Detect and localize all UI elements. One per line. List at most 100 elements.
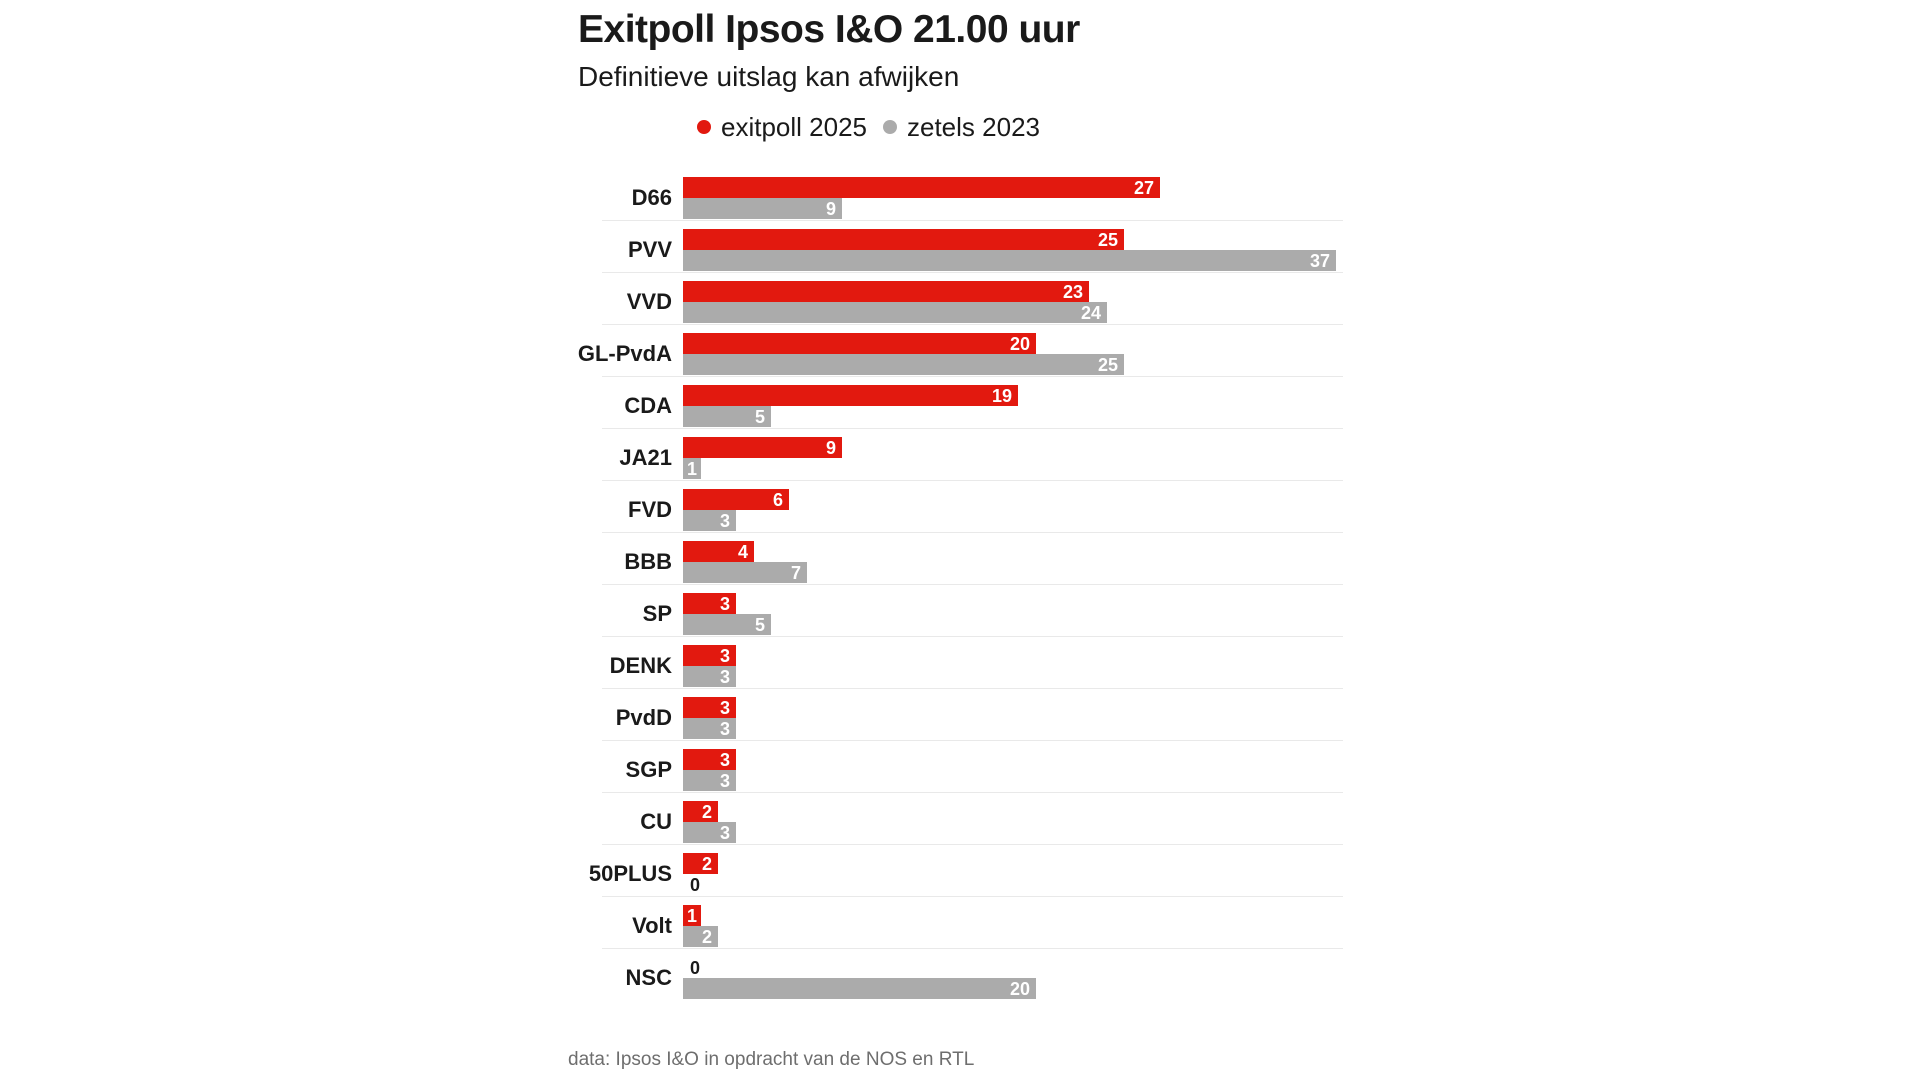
bar-value-label: 5 — [754, 614, 765, 635]
legend-label-exitpoll-2025: exitpoll 2025 — [721, 111, 867, 142]
bar-value-label: 2 — [701, 926, 712, 947]
row-label: DENK — [609, 653, 672, 678]
legend-dot-red-icon — [697, 120, 711, 134]
legend-item-zetels-2023: zetels 2023 — [883, 112, 1040, 143]
row-label: CDA — [624, 393, 672, 418]
bar-value-label: 20 — [1009, 333, 1030, 354]
chart-subtitle: Definitieve uitslag kan afwijken — [578, 61, 960, 92]
bar-value-label: 5 — [754, 406, 765, 427]
bar-exitpoll-2025: 4 — [683, 541, 754, 562]
bar-value-label: 25 — [1097, 229, 1118, 250]
row-label: JA21 — [619, 445, 672, 470]
bar-zetels-2023: 3 — [683, 510, 736, 531]
bar-value-label: 9 — [825, 198, 836, 219]
row-label: PVV — [627, 237, 672, 262]
source-note: data: Ipsos I&O in opdracht van de NOS e… — [568, 1049, 975, 1070]
bar-exitpoll-2025: 9 — [683, 437, 842, 458]
chart-row: D66 27 9 — [602, 172, 1343, 224]
chart-row: 50PLUS 2 0 — [588, 848, 1343, 900]
zero-value-label: 0 — [690, 957, 701, 978]
bar-value-label: 19 — [991, 385, 1012, 406]
bar-zetels-2023: 1 — [683, 458, 701, 479]
chart-row: FVD 6 3 — [602, 484, 1343, 536]
bar-value-label: 2 — [701, 853, 712, 874]
bar-exitpoll-2025: 3 — [683, 593, 736, 614]
bar-exitpoll-2025: 23 — [683, 281, 1089, 302]
chart-row: VVD 23 24 — [602, 276, 1343, 328]
bar-value-label: 6 — [772, 489, 783, 510]
bar-value-label: 24 — [1080, 302, 1101, 323]
bar-exitpoll-2025: 3 — [683, 697, 736, 718]
chart-row: Volt 1 2 — [602, 900, 1343, 952]
bar-value-label: 3 — [719, 749, 730, 770]
bar-value-label: 4 — [737, 541, 748, 562]
row-label: CU — [640, 809, 672, 834]
bar-zetels-2023: 2 — [683, 926, 718, 947]
bar-value-label: 3 — [719, 510, 730, 531]
bar-zetels-2023: 24 — [683, 302, 1107, 323]
bar-exitpoll-2025: 6 — [683, 489, 789, 510]
bar-exitpoll-2025: 27 — [683, 177, 1160, 198]
bar-exitpoll-2025: 20 — [683, 333, 1036, 354]
bar-zetels-2023: 3 — [683, 666, 736, 687]
chart-row: PVV 25 37 — [602, 224, 1343, 276]
row-label: FVD — [628, 497, 672, 522]
legend: exitpoll 2025 zetels 2023 — [697, 112, 1040, 142]
bar-exitpoll-2025: 2 — [683, 801, 718, 822]
bar-zetels-2023: 3 — [683, 718, 736, 739]
bar-zetels-2023: 7 — [683, 562, 807, 583]
chart-row: NSC 0 20 — [602, 952, 1343, 1004]
row-label: SP — [642, 601, 672, 626]
legend-dot-gray-icon — [883, 120, 897, 134]
chart-title: Exitpoll Ipsos I&O 21.00 uur — [578, 8, 1080, 51]
bar-value-label: 37 — [1309, 250, 1330, 271]
bar-value-label: 27 — [1133, 177, 1154, 198]
bar-zetels-2023: 3 — [683, 822, 736, 843]
row-label: VVD — [626, 289, 672, 314]
bar-zetels-2023: 9 — [683, 198, 842, 219]
chart-row: BBB 4 7 — [602, 536, 1343, 588]
legend-label-zetels-2023: zetels 2023 — [907, 111, 1040, 142]
bar-chart: D66 27 9 PVV 25 37 VVD 23 24 GL-PvdA 20 25 CDA 19 5 JA2… — [577, 172, 1343, 1004]
bar-value-label: 20 — [1009, 978, 1030, 999]
bar-exitpoll-2025: 25 — [683, 229, 1124, 250]
bar-value-label: 2 — [701, 801, 712, 822]
bar-zetels-2023: 20 — [683, 978, 1036, 999]
row-label: PvdD — [615, 705, 672, 730]
bar-value-label: 3 — [719, 645, 730, 666]
bar-value-label: 1 — [686, 905, 697, 926]
bar-zetels-2023: 5 — [683, 614, 771, 635]
bar-exitpoll-2025: 2 — [683, 853, 718, 874]
row-label: GL-PvdA — [577, 341, 672, 366]
bar-zetels-2023: 5 — [683, 406, 771, 427]
bar-exitpoll-2025: 3 — [683, 645, 736, 666]
row-label: D66 — [631, 185, 672, 210]
chart-row: CU 2 3 — [602, 796, 1343, 848]
row-label: NSC — [625, 965, 672, 990]
bar-value-label: 1 — [686, 458, 697, 479]
bar-value-label: 25 — [1097, 354, 1118, 375]
bar-value-label: 9 — [825, 437, 836, 458]
row-label: Volt — [632, 913, 672, 938]
bar-exitpoll-2025: 3 — [683, 749, 736, 770]
chart-row: GL-PvdA 20 25 — [577, 328, 1343, 380]
chart-row: SGP 3 3 — [602, 744, 1343, 796]
bar-value-label: 3 — [719, 666, 730, 687]
row-label: 50PLUS — [588, 861, 672, 886]
bar-value-label: 23 — [1062, 281, 1083, 302]
chart-row: PvdD 3 3 — [602, 692, 1343, 744]
bar-zetels-2023: 37 — [683, 250, 1336, 271]
bar-value-label: 3 — [719, 718, 730, 739]
row-label: SGP — [625, 757, 672, 782]
row-label: BBB — [624, 549, 672, 574]
bar-value-label: 7 — [790, 562, 801, 583]
bar-exitpoll-2025: 1 — [683, 905, 701, 926]
zero-value-label: 0 — [690, 874, 701, 895]
chart-row: JA21 9 1 — [602, 432, 1343, 484]
bar-zetels-2023: 25 — [683, 354, 1124, 375]
chart-row: SP 3 5 — [602, 588, 1343, 640]
bar-value-label: 3 — [719, 822, 730, 843]
chart-row: DENK 3 3 — [602, 640, 1343, 692]
bar-exitpoll-2025: 19 — [683, 385, 1018, 406]
bar-value-label: 3 — [719, 770, 730, 791]
